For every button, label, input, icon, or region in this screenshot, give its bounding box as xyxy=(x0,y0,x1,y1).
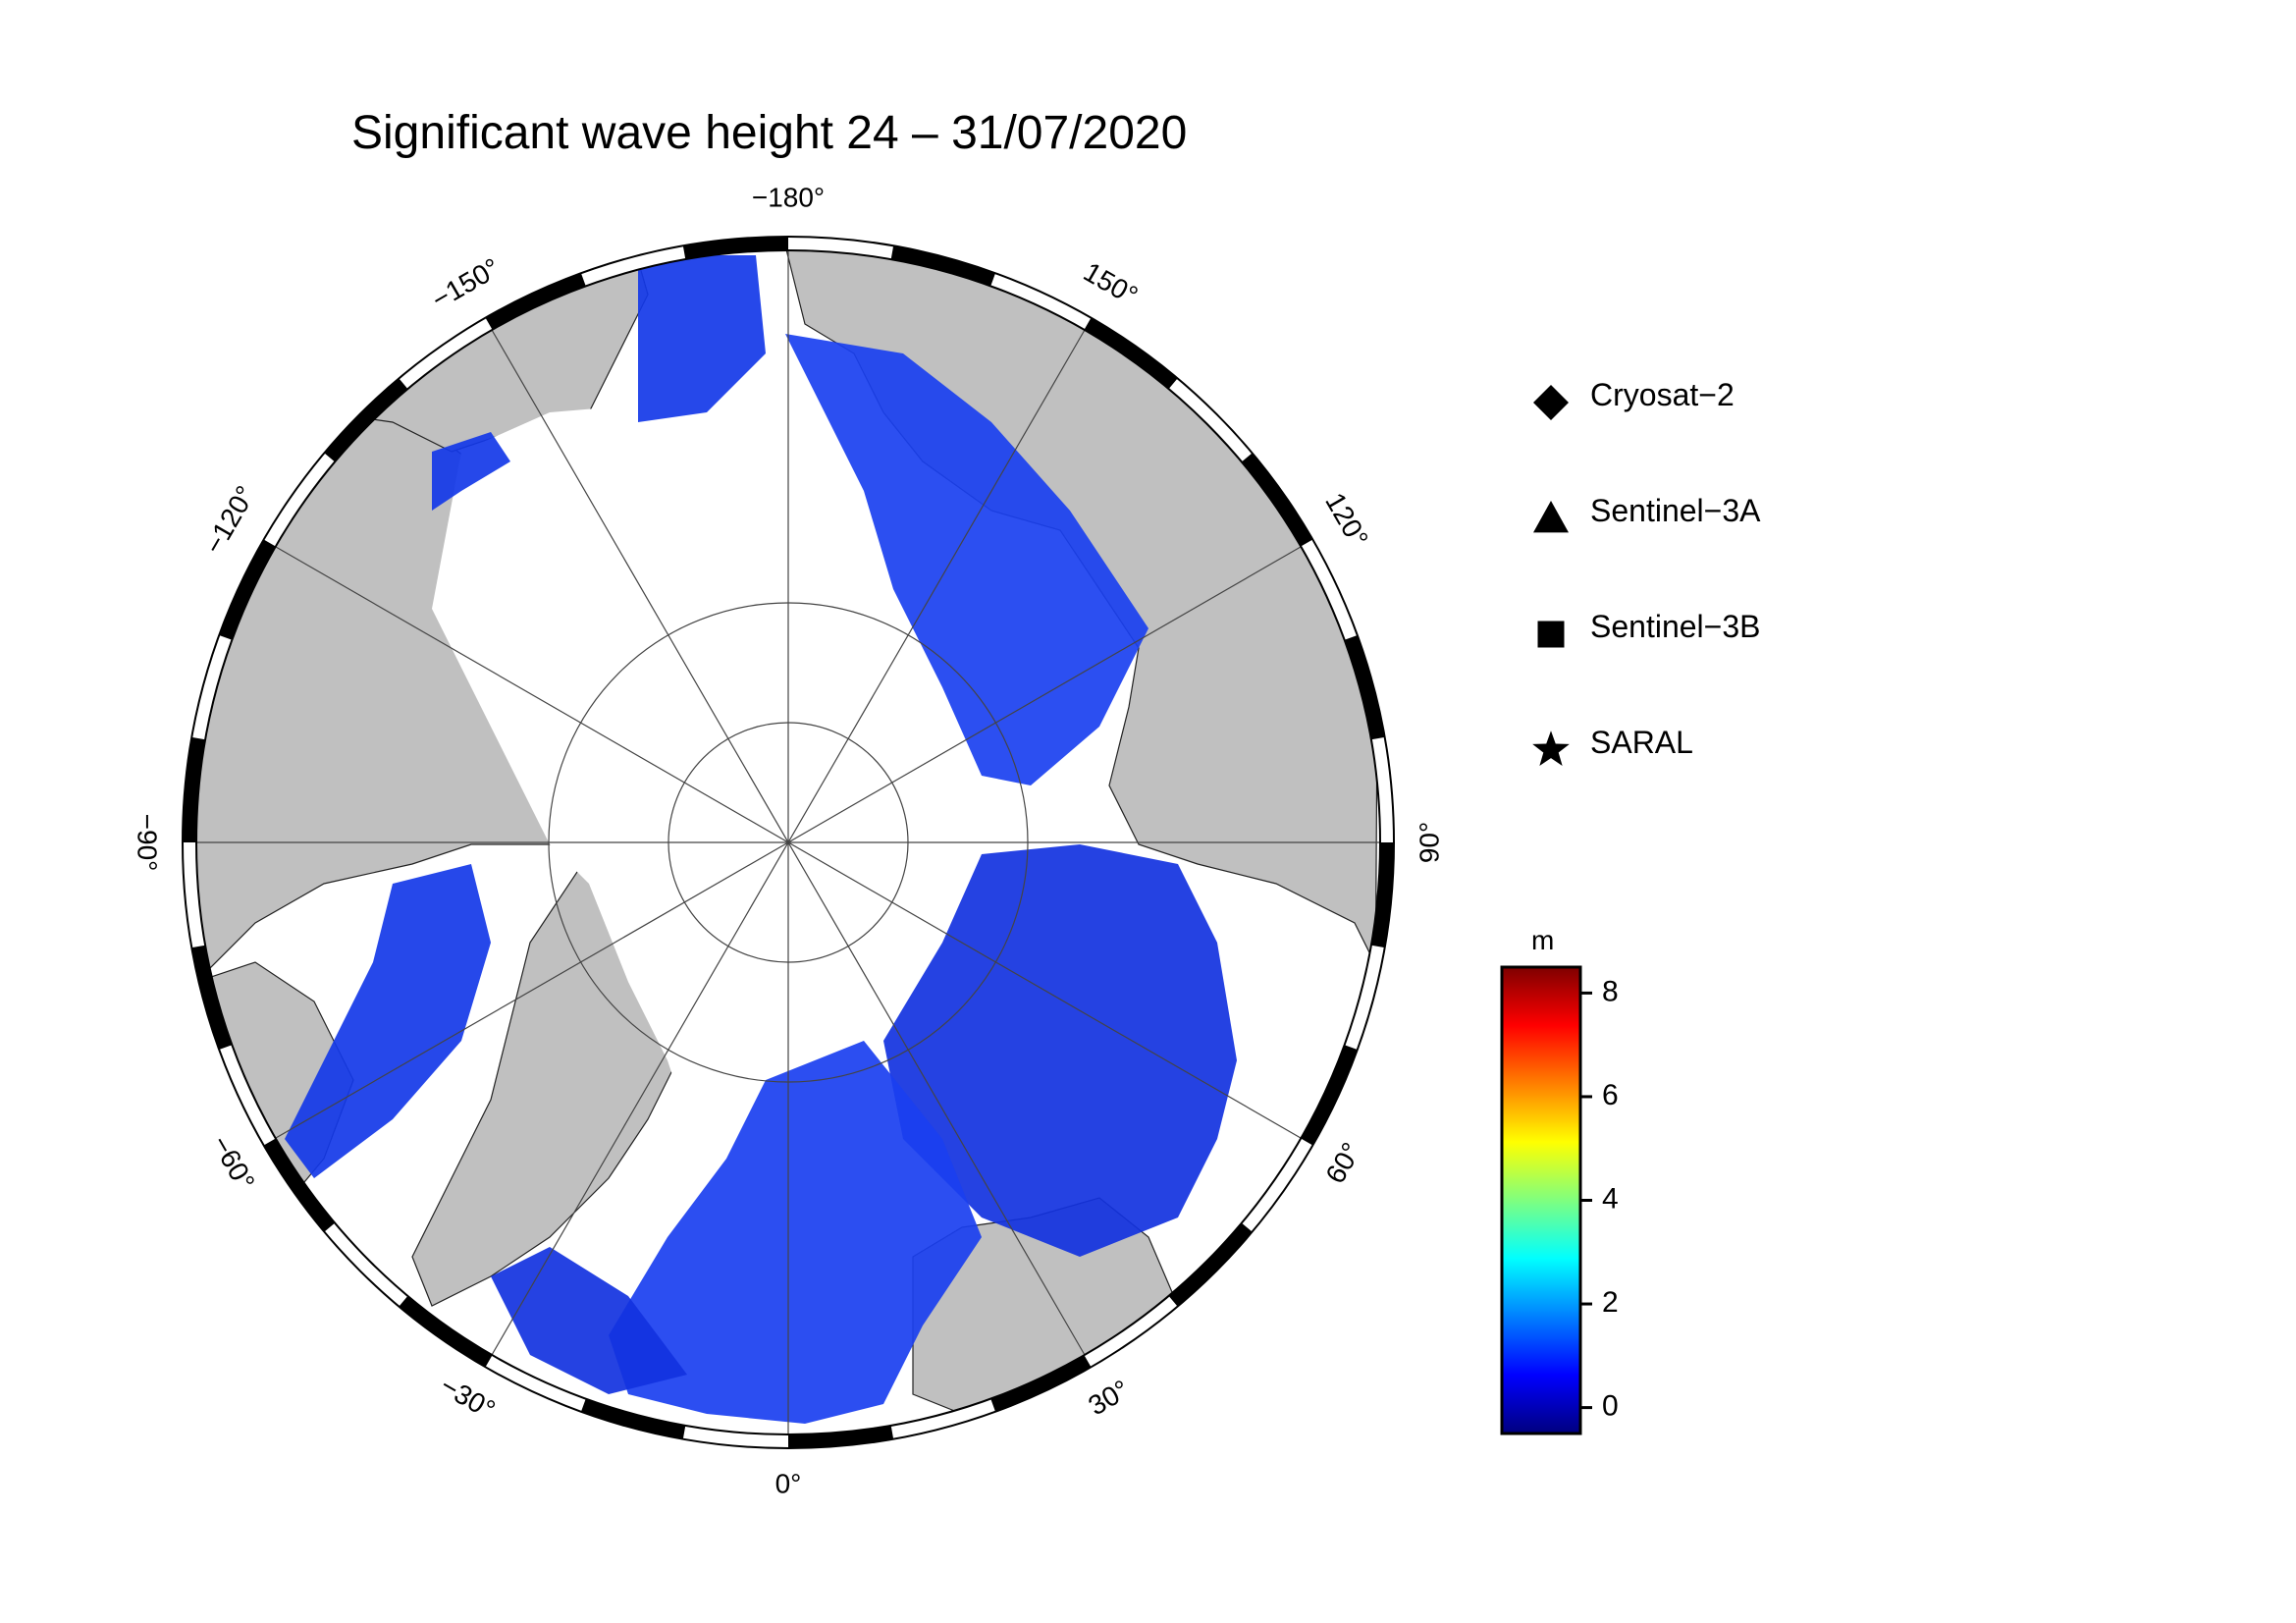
longitude-label: 30° xyxy=(1083,1374,1134,1421)
longitude-label: −90° xyxy=(133,814,163,872)
swh-swath-pacific xyxy=(638,255,766,422)
graticule xyxy=(196,250,1380,1434)
legend-symbol-triangle xyxy=(1533,501,1569,533)
colorbar-gradient xyxy=(1500,965,1582,1435)
frame-dash xyxy=(1241,453,1313,547)
frame-dash xyxy=(324,378,408,462)
swh-swath-baffin xyxy=(285,864,491,1178)
colorbar-ticks: 0 2 4 6 8 xyxy=(1580,975,1619,1423)
legend: Cryosat−2 Sentinel−3A Sentinel−3B SARAL xyxy=(1531,373,1904,837)
legend-item-sentinel-3a: Sentinel−3A xyxy=(1531,489,1904,605)
frame-dash xyxy=(399,1295,493,1368)
frame-dash xyxy=(1301,1045,1358,1146)
legend-label: Sentinel−3A xyxy=(1590,493,1761,528)
frame-dash xyxy=(890,245,996,287)
legend-symbols xyxy=(1532,385,1570,767)
legend-symbol-star xyxy=(1532,730,1570,767)
figure-title: Significant wave height 24 – 31/07/2020 xyxy=(351,107,1188,159)
map-frame-dashes xyxy=(183,237,1394,1448)
frame-dash xyxy=(1084,317,1178,390)
longitude-label: 120° xyxy=(1319,488,1374,553)
longitude-label: −120° xyxy=(198,481,261,560)
longitude-label: −180° xyxy=(752,182,825,212)
frame-dash xyxy=(263,1138,336,1232)
frame-dash xyxy=(191,945,233,1051)
frame-dash xyxy=(787,1425,894,1448)
colorbar: 0 2 4 6 8 xyxy=(1500,965,1619,1435)
swh-swath-east-siberian xyxy=(785,334,1148,785)
legend-item-saral: SARAL xyxy=(1531,721,1904,837)
frame-dash xyxy=(183,736,206,843)
legend-symbol-diamond xyxy=(1533,385,1569,420)
frame-dash xyxy=(485,273,586,330)
legend-item-cryosat: Cryosat−2 xyxy=(1531,373,1904,489)
legend-label: SARAL xyxy=(1590,725,1693,760)
colorbar-tick-label: 8 xyxy=(1602,975,1619,1007)
frame-dash xyxy=(219,539,276,640)
legend-label: Sentinel−3B xyxy=(1590,609,1761,644)
longitude-label: −30° xyxy=(435,1370,500,1425)
colorbar-tick-label: 6 xyxy=(1602,1079,1619,1111)
frame-dash xyxy=(1344,634,1385,740)
colorbar-tick-label: 2 xyxy=(1602,1286,1619,1319)
swh-swath-kara xyxy=(883,844,1237,1257)
colorbar-tick-label: 0 xyxy=(1602,1390,1619,1423)
frame-dash xyxy=(580,1398,686,1439)
colorbar-unit: m xyxy=(1531,925,1555,955)
frame-dash xyxy=(682,237,789,260)
legend-item-sentinel-3b: Sentinel−3B xyxy=(1531,605,1904,721)
frame-dash xyxy=(1168,1222,1253,1307)
legend-label: Cryosat−2 xyxy=(1590,377,1735,412)
longitude-label: 150° xyxy=(1079,256,1144,311)
legend-symbol-square xyxy=(1537,621,1565,648)
longitude-label: −60° xyxy=(205,1130,260,1195)
swh-swath-greenland-east xyxy=(491,1247,687,1394)
frame-dash xyxy=(990,1355,1092,1412)
longitude-label: 60° xyxy=(1319,1137,1366,1188)
swh-swath-beaufort xyxy=(432,432,510,511)
swh-swath-norwegian xyxy=(609,1041,982,1424)
longitude-label: 90° xyxy=(1414,822,1444,863)
longitude-label: −150° xyxy=(427,252,506,315)
frame-dash xyxy=(1370,841,1394,948)
colorbar-tick-label: 4 xyxy=(1602,1182,1619,1215)
longitude-label: 0° xyxy=(775,1468,802,1498)
